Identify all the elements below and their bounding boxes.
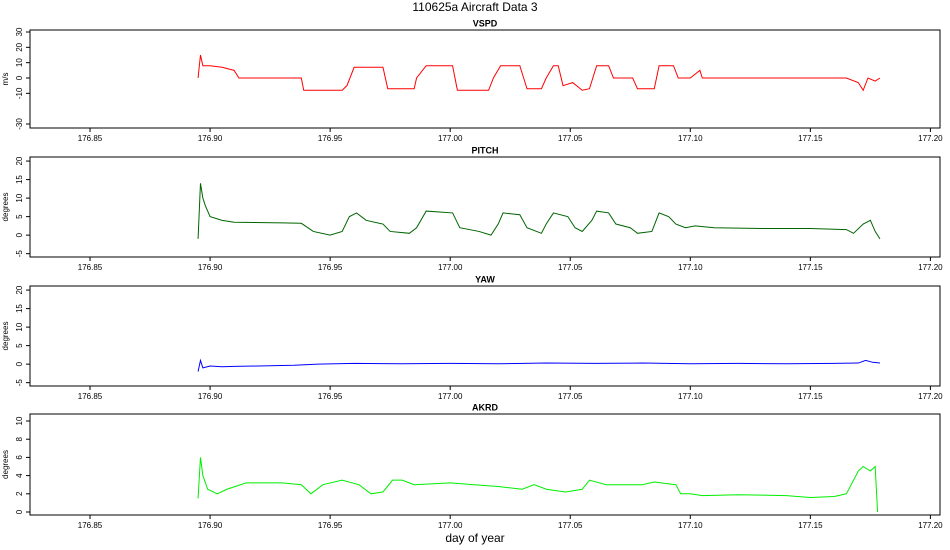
x-tick-label: 177.10: [678, 392, 703, 401]
data-line: [197, 183, 881, 240]
y-tick-label: -10: [15, 87, 24, 99]
y-tick-label: 10: [15, 322, 24, 331]
x-tick-label: 176.90: [198, 263, 223, 272]
x-tick-label: 177.00: [438, 521, 463, 530]
data-line: [197, 457, 879, 513]
x-tick-label: 176.85: [78, 263, 103, 272]
x-tick-label: 177.20: [918, 392, 943, 401]
x-tick-label: 177.10: [678, 134, 703, 143]
y-tick-label: 20: [15, 42, 24, 51]
y-tick-label: 5: [15, 214, 24, 219]
x-tick-label: 177.10: [678, 263, 703, 272]
plot-frame: [29, 285, 941, 387]
y-tick-label: 20: [15, 156, 24, 165]
y-axis-label: m/s: [1, 73, 10, 86]
x-tick-label: 177.15: [798, 521, 823, 530]
x-tick-label: 176.90: [198, 392, 223, 401]
data-line: [197, 54, 881, 92]
x-tick-label: 177.20: [918, 134, 943, 143]
panel-title: VSPD: [473, 18, 498, 28]
y-tick-label: 10: [15, 193, 24, 202]
x-tick-label: 177.05: [558, 263, 583, 272]
x-tick-label: 177.00: [438, 392, 463, 401]
x-tick-label: 176.85: [78, 392, 103, 401]
panel-title: AKRD: [472, 402, 498, 412]
x-tick-label: 176.95: [318, 263, 343, 272]
y-tick-label: 0: [15, 509, 24, 514]
y-tick-label: -30: [15, 118, 24, 130]
x-tick-label: 176.85: [78, 521, 103, 530]
x-tick-label: 177.15: [798, 392, 823, 401]
y-tick-label: -5: [15, 250, 24, 258]
x-tick-label: 176.95: [318, 521, 343, 530]
x-tick-label: 177.00: [438, 263, 463, 272]
y-tick-label: 2: [15, 491, 24, 496]
y-tick-label: 5: [15, 343, 24, 348]
x-tick-label: 176.95: [318, 134, 343, 143]
y-tick-label: 6: [15, 455, 24, 460]
x-tick-label: 176.95: [318, 392, 343, 401]
page-title: 110625a Aircraft Data 3: [412, 0, 538, 14]
plot-frame: [29, 156, 941, 258]
plot-frame: [29, 413, 941, 516]
y-tick-label: 0: [15, 361, 24, 366]
x-tick-label: 176.90: [198, 521, 223, 530]
y-tick-label: 30: [15, 27, 24, 36]
y-tick-label: 10: [15, 416, 24, 425]
y-tick-label: 0: [15, 75, 24, 80]
plot-frame: [29, 29, 941, 129]
panel-title: PITCH: [472, 145, 499, 155]
panel-title: YAW: [475, 274, 495, 284]
x-tick-label: 177.15: [798, 134, 823, 143]
y-tick-label: -5: [15, 379, 24, 387]
y-tick-label: 0: [15, 232, 24, 237]
y-tick-label: 8: [15, 436, 24, 441]
x-tick-label: 177.05: [558, 134, 583, 143]
y-tick-label: 10: [15, 58, 24, 67]
x-tick-label: 177.20: [918, 521, 943, 530]
x-tick-label: 177.05: [558, 392, 583, 401]
x-tick-label: 177.00: [438, 134, 463, 143]
y-tick-label: 4: [15, 473, 24, 478]
data-line: [197, 358, 881, 372]
y-tick-label: 15: [15, 175, 24, 184]
y-axis-label: degrees: [1, 193, 10, 222]
x-tick-label: 177.15: [798, 263, 823, 272]
x-tick-label: 177.05: [558, 521, 583, 530]
x-tick-label: 177.10: [678, 521, 703, 530]
y-tick-label: 20: [15, 285, 24, 294]
x-axis-label: day of year: [445, 531, 504, 545]
y-axis-label: degrees: [1, 450, 10, 479]
x-tick-label: 176.85: [78, 134, 103, 143]
y-axis-label: degrees: [1, 322, 10, 351]
x-tick-label: 176.90: [198, 134, 223, 143]
y-tick-label: 15: [15, 304, 24, 313]
x-tick-label: 177.20: [918, 263, 943, 272]
